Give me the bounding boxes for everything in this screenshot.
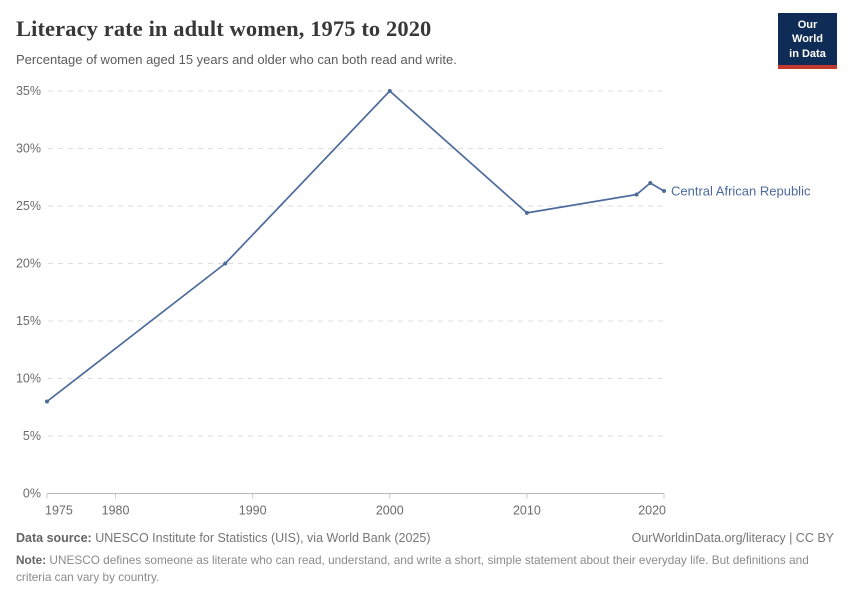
x-tick-label: 2000 bbox=[376, 504, 404, 518]
x-tick-label: 2010 bbox=[513, 504, 541, 518]
note-text: UNESCO defines someone as literate who c… bbox=[16, 553, 809, 584]
y-tick-label: 5% bbox=[23, 429, 41, 443]
data-source-line: Data source: UNESCO Institute for Statis… bbox=[16, 531, 431, 545]
data-source-text: UNESCO Institute for Statistics (UIS), v… bbox=[91, 531, 431, 545]
data-point[interactable] bbox=[387, 89, 392, 93]
data-point[interactable] bbox=[648, 181, 653, 185]
page-title: Literacy rate in adult women, 1975 to 20… bbox=[16, 16, 432, 41]
y-tick-label: 25% bbox=[16, 199, 41, 213]
note-label: Note: bbox=[16, 553, 47, 567]
footer-note: Note: UNESCO defines someone as literate… bbox=[16, 552, 834, 585]
y-tick-label: 10% bbox=[16, 372, 41, 386]
y-tick-label: 35% bbox=[16, 84, 41, 98]
y-tick-label: 30% bbox=[16, 142, 41, 156]
data-point[interactable] bbox=[524, 210, 529, 215]
y-tick-label: 20% bbox=[16, 257, 41, 271]
data-source-label: Data source: bbox=[16, 531, 92, 545]
x-tick-label: 1980 bbox=[102, 504, 130, 518]
chart-footer: Data source: UNESCO Institute for Statis… bbox=[16, 531, 834, 585]
data-point[interactable] bbox=[634, 192, 639, 197]
footer-link[interactable]: OurWorldinData.org/literacy | CC BY bbox=[631, 531, 834, 545]
owid-logo[interactable]: Our World in Data bbox=[778, 13, 837, 69]
x-tick-label: 1975 bbox=[45, 504, 73, 518]
data-line[interactable] bbox=[46, 90, 665, 403]
data-point[interactable] bbox=[223, 261, 228, 266]
logo-line-2: in Data bbox=[789, 47, 826, 60]
data-point[interactable] bbox=[662, 189, 666, 194]
logo-line-1: Our World bbox=[792, 19, 823, 46]
chart-subtitle: Percentage of women aged 15 years and ol… bbox=[16, 52, 457, 67]
y-tick-label: 0% bbox=[23, 487, 41, 501]
x-tick-label: 2020 bbox=[638, 504, 666, 518]
data-point[interactable] bbox=[45, 399, 49, 404]
series-end-label[interactable]: Central African Republic bbox=[671, 184, 811, 199]
x-tick-label: 1990 bbox=[239, 504, 267, 518]
y-tick-label: 15% bbox=[16, 314, 41, 328]
